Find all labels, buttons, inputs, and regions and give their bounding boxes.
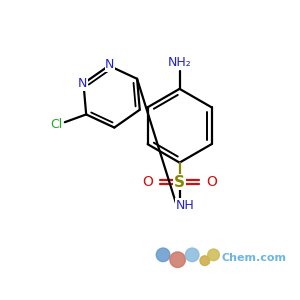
Circle shape: [185, 248, 199, 262]
Text: N: N: [105, 58, 115, 71]
Circle shape: [200, 256, 210, 266]
Text: N: N: [78, 77, 87, 90]
Circle shape: [208, 249, 219, 261]
Text: Chem.com: Chem.com: [221, 253, 286, 263]
Circle shape: [156, 248, 170, 262]
Circle shape: [170, 252, 185, 267]
Text: S: S: [174, 175, 185, 190]
Text: Cl: Cl: [50, 118, 62, 130]
Text: NH₂: NH₂: [168, 56, 191, 69]
Text: O: O: [142, 175, 153, 189]
Text: NH: NH: [176, 199, 195, 212]
Text: O: O: [206, 175, 217, 189]
